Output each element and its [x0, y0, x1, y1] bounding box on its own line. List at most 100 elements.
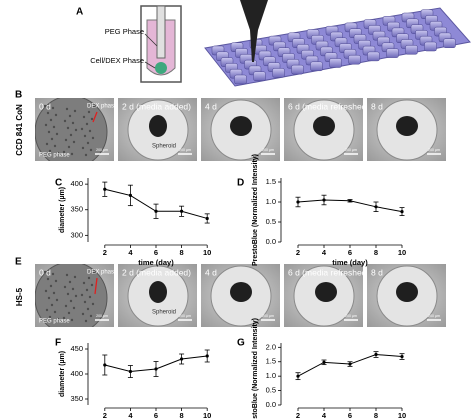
data-point: [103, 187, 107, 191]
y-tick-label: 1.5: [266, 177, 276, 186]
arrow: [94, 277, 98, 295]
spheroid: [149, 115, 167, 137]
texture: [89, 314, 93, 318]
data-point: [400, 354, 404, 359]
micrograph: [201, 98, 280, 161]
x-tick-label: 4: [322, 411, 327, 419]
texture: [50, 137, 54, 141]
y-tick-label: 0.0: [266, 400, 276, 409]
y-axis-title: PrestoBlue (Normalized Intensity): [252, 318, 259, 419]
micrograph: [367, 98, 446, 161]
x-tick-label: 8: [180, 411, 184, 419]
texture: [82, 281, 86, 285]
texture: [70, 152, 74, 156]
texture: [84, 319, 88, 323]
x-tick-label: 6: [348, 248, 352, 257]
droplet: [35, 264, 108, 327]
note: Spheroid: [152, 310, 176, 316]
panel-label: F: [55, 338, 61, 349]
texture: [90, 117, 94, 121]
diagram-label: Cell/DEX Phase: [90, 56, 144, 65]
x-tick-label: 2: [296, 248, 300, 257]
texture: [71, 287, 75, 291]
texture: [49, 284, 53, 288]
texture: [54, 113, 58, 117]
y-tick-label: 2.0: [266, 342, 276, 351]
texture: [44, 123, 48, 127]
x-axis-title: time (day): [138, 258, 174, 267]
y-tick-label: 350: [70, 205, 83, 214]
texture: [72, 306, 76, 310]
well: [310, 61, 323, 72]
texture: [54, 279, 58, 283]
panel-label: G: [237, 338, 245, 349]
spheroid: [396, 282, 418, 302]
scale-label: 200 µm: [96, 314, 108, 318]
data-point: [128, 369, 132, 374]
texture: [65, 107, 69, 111]
data-point: [180, 357, 184, 361]
image-label: 4 d: [205, 101, 217, 111]
texture: [68, 114, 72, 118]
texture: [81, 312, 85, 316]
texture: [73, 109, 77, 113]
texture: [43, 270, 47, 274]
scale-label: 200 µm: [179, 314, 191, 318]
texture: [87, 110, 91, 114]
data-point: [322, 198, 326, 202]
texture: [92, 271, 96, 275]
texture: [64, 304, 68, 308]
scale-label: 200 µm: [345, 148, 357, 152]
texture: [52, 291, 56, 295]
scale-label: 200 µm: [345, 314, 357, 318]
texture: [52, 125, 56, 129]
scale-label: 200 µm: [262, 148, 274, 152]
micrograph: [367, 264, 446, 327]
note: PEG phase: [39, 153, 70, 159]
data-point: [205, 216, 209, 221]
data-point: [154, 367, 158, 371]
image-label: 0 d: [39, 101, 51, 111]
texture: [45, 142, 49, 146]
data-point: [374, 352, 378, 357]
spheroid: [230, 282, 252, 302]
spheroid: [149, 281, 167, 303]
data-point: [348, 199, 352, 203]
image-label: 6 d (media refreshed): [288, 267, 369, 277]
texture: [51, 272, 55, 276]
image-label: 8 d: [371, 267, 383, 277]
y-tick-label: 350: [70, 394, 83, 403]
texture: [91, 302, 95, 306]
data-point: [154, 209, 158, 213]
well: [291, 64, 304, 75]
y-tick-label: 0.0: [266, 237, 276, 246]
texture: [85, 288, 89, 292]
texture: [66, 126, 70, 130]
texture: [90, 283, 94, 287]
texture: [73, 275, 77, 279]
texture: [87, 276, 91, 280]
texture: [44, 289, 48, 293]
x-tick-label: 2: [296, 411, 300, 419]
x-tick-label: 4: [128, 411, 133, 419]
panel-label: A: [76, 7, 83, 18]
micrograph: [35, 264, 114, 327]
y-tick-label: 1.5: [266, 357, 276, 366]
x-tick-label: 10: [203, 248, 211, 257]
texture: [46, 111, 50, 115]
micrograph: [118, 264, 197, 327]
well: [424, 41, 437, 52]
diagram-label: PEG Phase: [105, 27, 144, 36]
x-tick-label: 8: [180, 248, 184, 257]
tube-diagram: [140, 5, 182, 83]
data-point: [374, 205, 378, 209]
micrograph: [118, 98, 197, 161]
x-tick-label: 10: [398, 411, 406, 419]
data-point: [180, 209, 184, 213]
texture: [84, 153, 88, 157]
data-point: [400, 210, 404, 214]
texture: [80, 293, 84, 297]
image-label: 0 d: [39, 267, 51, 277]
texture: [48, 315, 52, 319]
texture: [43, 104, 47, 108]
